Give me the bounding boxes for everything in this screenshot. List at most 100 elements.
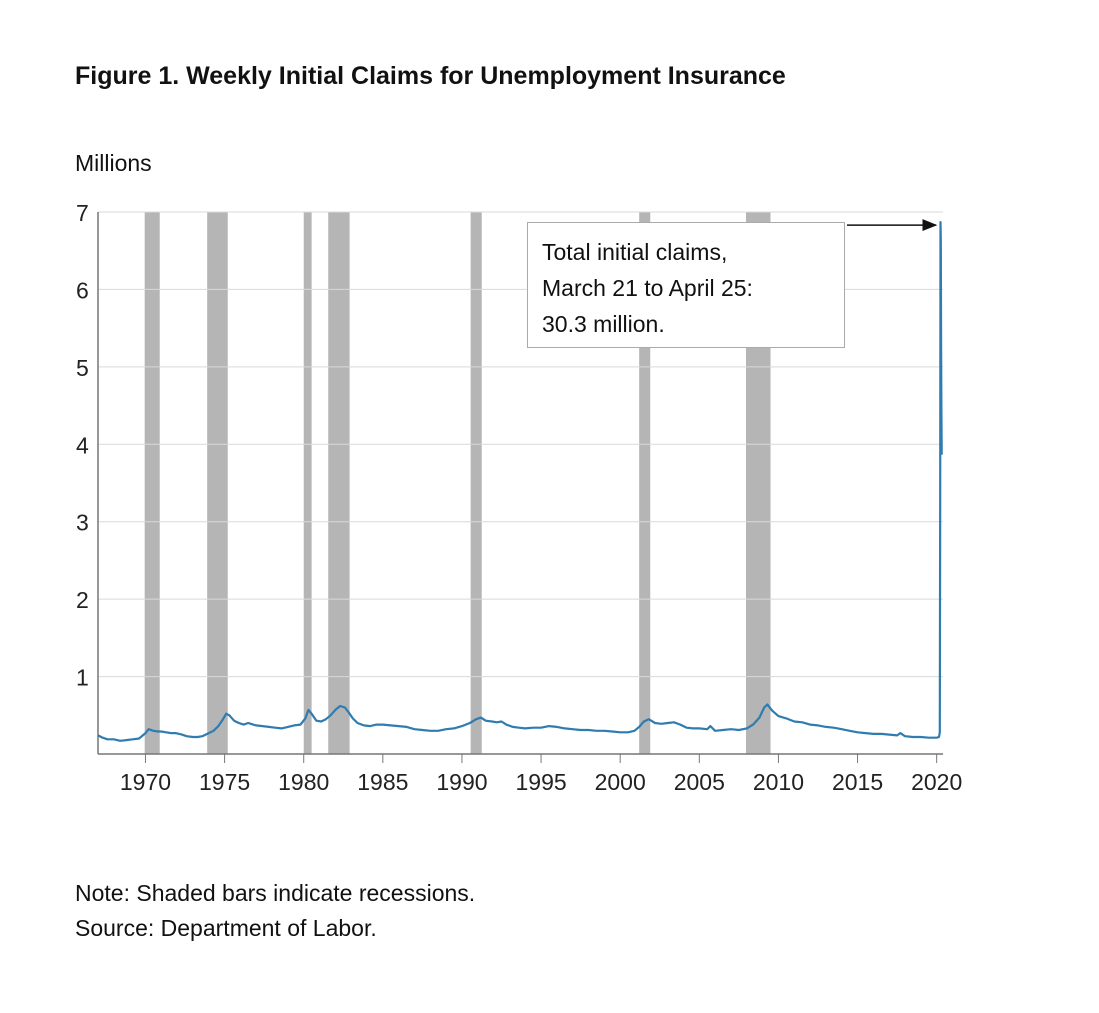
data-point bbox=[941, 453, 943, 455]
data-point bbox=[825, 726, 827, 728]
data-point bbox=[287, 726, 289, 728]
data-point bbox=[356, 722, 359, 724]
x-tick-label: 1975 bbox=[199, 769, 250, 795]
callout-line-3: 30.3 million. bbox=[542, 311, 665, 337]
data-point bbox=[255, 724, 257, 726]
data-point bbox=[667, 722, 669, 724]
data-point bbox=[692, 727, 694, 730]
data-point bbox=[746, 727, 748, 730]
data-point bbox=[125, 739, 128, 741]
figure-title: Figure 1. Weekly Initial Claims for Unem… bbox=[75, 62, 786, 90]
data-point bbox=[228, 714, 230, 716]
data-point bbox=[274, 727, 276, 729]
recession-bar-0 bbox=[144, 212, 160, 754]
data-point bbox=[206, 733, 208, 735]
data-point bbox=[648, 718, 650, 720]
data-point bbox=[556, 726, 558, 728]
data-point bbox=[382, 723, 384, 726]
data-point bbox=[638, 726, 640, 728]
data-point bbox=[940, 240, 942, 243]
data-point bbox=[233, 720, 235, 722]
tick-labels: 1 2 3 4 5 6 7 1970 1975 1980 1985 1990 1995 2000 2005 2… bbox=[76, 200, 962, 795]
data-point bbox=[485, 720, 487, 722]
data-point bbox=[771, 710, 773, 712]
data-point bbox=[777, 715, 780, 717]
data-point bbox=[611, 730, 613, 733]
data-point bbox=[461, 725, 463, 727]
data-point bbox=[261, 725, 264, 727]
note-text: Note: Shaded bars indicate recessions. bbox=[75, 880, 476, 906]
data-point bbox=[299, 723, 302, 726]
data-point bbox=[197, 736, 199, 738]
data-point bbox=[375, 723, 378, 726]
data-point bbox=[524, 727, 526, 730]
data-point bbox=[421, 729, 423, 731]
data-point bbox=[888, 734, 890, 736]
data-point bbox=[896, 734, 898, 737]
data-point bbox=[102, 737, 104, 739]
data-point bbox=[673, 721, 675, 723]
data-point bbox=[252, 723, 254, 726]
y-axis-unit-label: Millions bbox=[75, 150, 152, 176]
data-point bbox=[429, 730, 431, 732]
data-point bbox=[405, 726, 408, 728]
recession-bar-2 bbox=[303, 212, 312, 754]
data-point bbox=[201, 735, 204, 737]
data-point bbox=[369, 725, 371, 727]
x-tick-label: 1990 bbox=[436, 769, 487, 795]
y-tick-label: 4 bbox=[76, 432, 89, 458]
data-point bbox=[841, 728, 843, 730]
data-point bbox=[587, 729, 590, 731]
data-point bbox=[763, 706, 765, 709]
data-point bbox=[212, 730, 215, 732]
data-point bbox=[595, 730, 598, 732]
data-point bbox=[809, 723, 811, 726]
data-point bbox=[619, 731, 621, 733]
data-point bbox=[307, 709, 310, 711]
y-tick-label: 5 bbox=[76, 355, 89, 381]
data-point bbox=[496, 721, 498, 723]
data-point bbox=[540, 727, 542, 729]
data-point bbox=[132, 738, 134, 740]
data-point bbox=[339, 705, 341, 707]
data-point bbox=[785, 717, 787, 719]
x-tick-label: 2020 bbox=[911, 769, 962, 795]
data-point bbox=[511, 726, 514, 728]
recession-bar-1 bbox=[207, 212, 228, 754]
data-point bbox=[334, 709, 336, 711]
data-point bbox=[320, 720, 322, 723]
data-point bbox=[505, 723, 507, 726]
data-point bbox=[352, 717, 354, 719]
axes bbox=[97, 212, 943, 763]
data-point bbox=[738, 729, 740, 731]
recession-bar-3 bbox=[328, 212, 350, 754]
x-tick-label: 2005 bbox=[674, 769, 725, 795]
recession-bars bbox=[144, 212, 771, 754]
data-point bbox=[170, 732, 172, 734]
data-point bbox=[920, 736, 922, 738]
data-point bbox=[344, 706, 346, 709]
y-tick-label: 6 bbox=[76, 277, 89, 303]
data-point bbox=[113, 738, 115, 740]
x-tick-label: 1995 bbox=[515, 769, 566, 795]
data-point bbox=[144, 732, 147, 734]
data-point bbox=[872, 733, 874, 735]
data-point bbox=[157, 730, 159, 733]
data-point bbox=[315, 720, 317, 722]
data-point bbox=[817, 724, 819, 726]
data-point bbox=[152, 730, 154, 732]
data-point bbox=[714, 730, 716, 732]
data-point bbox=[912, 736, 914, 738]
data-point bbox=[564, 727, 566, 730]
data-point bbox=[899, 732, 901, 734]
data-point bbox=[311, 713, 313, 715]
data-point bbox=[165, 731, 167, 733]
source-text: Source: Department of Labor. bbox=[75, 915, 377, 941]
data-point bbox=[119, 740, 121, 742]
data-point bbox=[225, 713, 227, 715]
data-point bbox=[801, 721, 803, 723]
data-point bbox=[238, 722, 240, 724]
x-tick-label: 2015 bbox=[832, 769, 883, 795]
data-point bbox=[518, 727, 520, 729]
recession-bar-5 bbox=[639, 212, 651, 754]
